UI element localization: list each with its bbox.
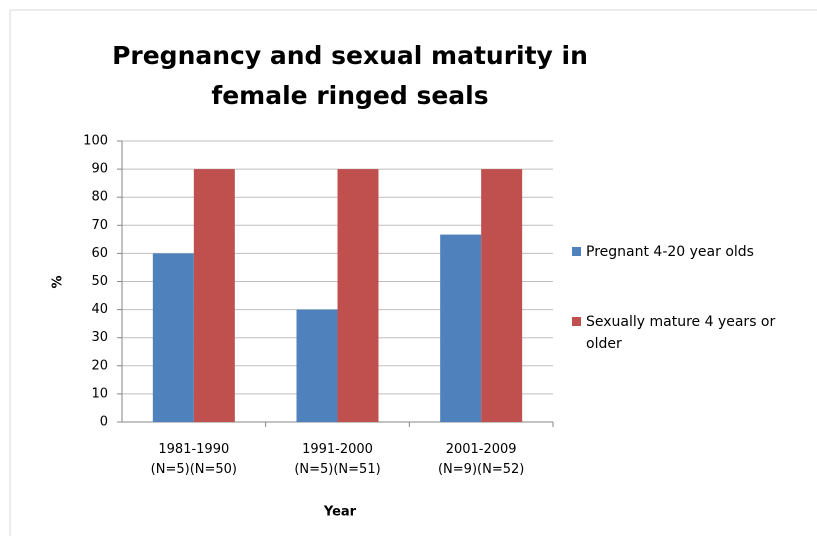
y-tick-label: 80: [91, 190, 108, 205]
y-tick-label: 0: [100, 415, 108, 430]
y-tick-label: 90: [91, 162, 108, 177]
x-axis-label: Year: [323, 505, 357, 520]
x-tick-label: 1991-2000 (N=5)(N=51): [294, 442, 381, 477]
legend-label: Sexually mature 4 years or older: [586, 314, 776, 352]
legend-swatch: [572, 247, 581, 256]
bar: [481, 169, 523, 422]
bar: [296, 309, 338, 422]
y-axis-label: %: [51, 275, 66, 288]
x-tick-label: 2001-2009 (N=9)(N=52): [437, 442, 525, 477]
y-tick-label: 40: [91, 302, 108, 317]
y-tick-label: 100: [83, 134, 108, 149]
bar: [440, 234, 482, 422]
y-tick-label: 50: [91, 274, 108, 289]
y-tick-label: 60: [91, 246, 108, 261]
y-tick-label: 20: [91, 358, 108, 373]
y-tick-label: 10: [91, 386, 108, 401]
bar: [337, 169, 379, 422]
x-tick-label: 1981-1990 (N=5)(N=50): [150, 442, 237, 477]
legend-swatch: [572, 317, 581, 326]
y-tick-label: 30: [91, 330, 108, 345]
bar: [152, 253, 194, 422]
y-tick-label: 70: [91, 218, 108, 233]
legend-label: Pregnant 4-20 year olds: [586, 244, 754, 260]
bar: [193, 169, 235, 422]
chart-title: Pregnancy and sexual maturity in female …: [112, 41, 588, 110]
